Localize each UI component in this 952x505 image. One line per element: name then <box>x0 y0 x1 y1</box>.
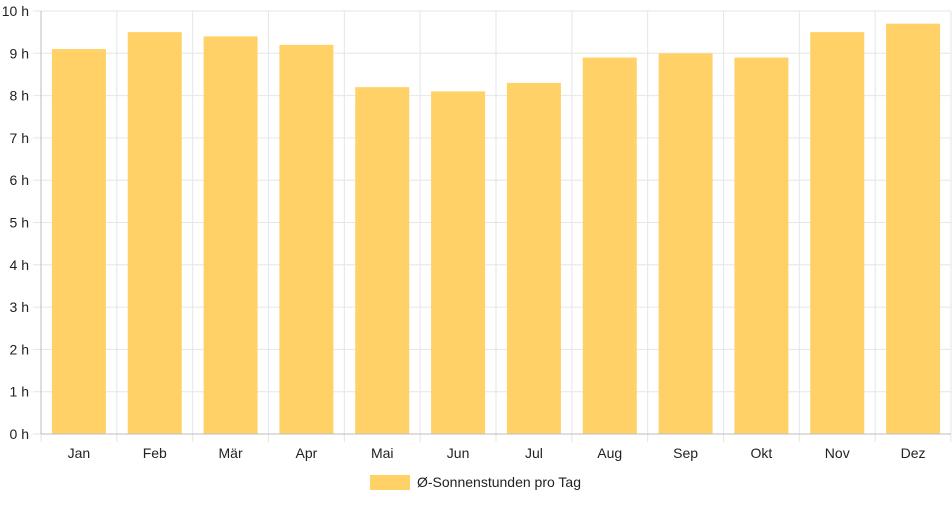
x-tick-label: Dez <box>901 445 926 461</box>
x-tick-label: Aug <box>597 445 622 461</box>
y-tick-label: 9 h <box>10 45 29 61</box>
legend-swatch[interactable] <box>370 475 410 490</box>
legend-label[interactable]: Ø-Sonnenstunden pro Tag <box>417 474 581 490</box>
y-tick-label: 5 h <box>10 215 29 231</box>
x-tick-label: Jun <box>447 445 470 461</box>
bar-mai[interactable] <box>355 87 410 434</box>
y-tick-label: 0 h <box>10 426 29 442</box>
x-tick-label: Nov <box>825 445 850 461</box>
y-tick-label: 10 h <box>2 3 29 19</box>
bar-nov[interactable] <box>810 32 865 435</box>
y-tick-label: 4 h <box>10 257 29 273</box>
x-tick-label: Apr <box>296 445 318 461</box>
bar-okt[interactable] <box>734 57 789 434</box>
y-tick-label: 3 h <box>10 299 29 315</box>
x-tick-label: Mai <box>371 445 394 461</box>
bar-jul[interactable] <box>506 82 561 434</box>
bar-jun[interactable] <box>431 91 486 435</box>
x-tick-label: Feb <box>143 445 167 461</box>
bar-jan[interactable] <box>51 49 106 434</box>
x-tick-label: Mär <box>219 445 243 461</box>
bars-layer <box>51 23 941 435</box>
x-tick-label: Sep <box>673 445 698 461</box>
y-tick-label: 8 h <box>10 88 29 104</box>
bar-feb[interactable] <box>127 32 182 435</box>
y-tick-label: 2 h <box>10 341 29 357</box>
legend[interactable]: Ø-Sonnenstunden pro Tag <box>370 474 581 490</box>
bar-dez[interactable] <box>886 23 941 434</box>
y-tick-label: 7 h <box>10 130 29 146</box>
y-tick-label: 6 h <box>10 172 29 188</box>
x-tick-label: Okt <box>751 445 773 461</box>
axis-layer: 0 h 1 h 2 h 3 h 4 h 5 h 6 h 7 h 8 h 9 h 10 h Jan Feb… <box>2 3 951 461</box>
bar-sep[interactable] <box>658 53 713 435</box>
bar-apr[interactable] <box>279 44 334 435</box>
x-tick-label: Jan <box>68 445 91 461</box>
bar-mär[interactable] <box>203 36 258 434</box>
y-tick-label: 1 h <box>10 384 29 400</box>
bar-aug[interactable] <box>582 57 637 434</box>
x-tick-label: Jul <box>525 445 543 461</box>
